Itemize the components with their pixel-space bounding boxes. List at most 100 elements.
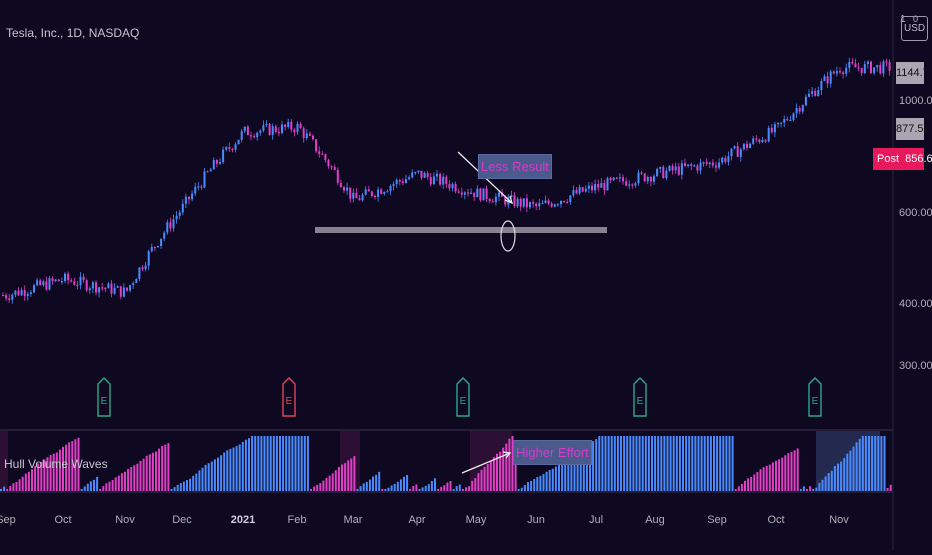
volume-bar: [496, 453, 498, 491]
volume-bar: [204, 464, 207, 491]
volume-bar: [471, 480, 474, 491]
volume-bar: [381, 489, 384, 491]
volume-bar: [623, 436, 626, 491]
volume-bar: [446, 482, 449, 491]
volume-bar: [458, 484, 461, 491]
volume-bar: [567, 457, 570, 491]
volume-bar: [294, 436, 297, 491]
x-tick: Oct: [54, 514, 72, 526]
volume-bar: [771, 462, 774, 491]
volume-bar: [55, 452, 58, 491]
volume-bar: [632, 436, 635, 491]
volume-bar: [223, 452, 226, 491]
volume-bar: [9, 485, 12, 491]
volume-bar: [325, 477, 328, 491]
volume-bar: [356, 489, 359, 491]
x-tick: Feb: [287, 514, 307, 526]
volume-bar: [306, 436, 309, 491]
volume-bar: [576, 451, 579, 491]
volume-bar: [111, 479, 114, 491]
volume-bar: [452, 489, 455, 491]
volume-bar: [179, 483, 182, 491]
volume-bar: [536, 477, 539, 491]
volume-bar: [167, 443, 170, 491]
volume-bar: [62, 446, 64, 491]
volume-bar: [790, 451, 793, 491]
volume-bar: [545, 471, 548, 491]
volume-bar: [58, 449, 61, 491]
volume-bar: [666, 436, 669, 491]
volume-bar: [548, 470, 551, 491]
x-tick: Dec: [172, 514, 192, 526]
volume-bar: [806, 489, 808, 491]
symbol-title: Tesla, Inc., 1D, NASDAQ: [6, 26, 140, 40]
volume-bar: [260, 436, 263, 491]
volume-bar: [601, 436, 604, 491]
volume-bar: [706, 436, 709, 491]
volume-bar: [685, 436, 688, 491]
volume-bar: [37, 463, 40, 491]
volume-bar: [613, 436, 616, 491]
volume-bar: [279, 436, 281, 491]
volume-bar: [3, 486, 6, 491]
volume-bar: [787, 453, 790, 491]
volume-bar: [124, 471, 126, 491]
volume-bar: [173, 487, 176, 491]
volume-bar: [399, 479, 402, 491]
volume-bar: [678, 436, 681, 491]
volume-bar: [830, 470, 833, 491]
volume-bar: [855, 442, 858, 491]
volume-bar: [80, 489, 83, 491]
volume-bar: [244, 439, 247, 491]
volume-bar: [778, 459, 781, 491]
volume-bar: [542, 474, 545, 491]
volume-bar: [421, 487, 424, 491]
volume-bar: [319, 483, 322, 491]
higher-effort-annotation[interactable]: Higher Effort: [513, 440, 592, 465]
volume-bar: [43, 459, 46, 491]
volume-bar: [229, 448, 232, 491]
volume-bar: [812, 489, 815, 491]
indicator-name: Hull Volume Waves: [4, 457, 108, 471]
price-scale-top-digit: 1: [900, 14, 906, 25]
volume-bar: [46, 457, 49, 491]
volume-bar: [818, 482, 821, 491]
volume-bar: [77, 437, 80, 491]
volume-bar: [415, 484, 418, 491]
volume-bar: [582, 448, 585, 491]
volume-bar: [15, 481, 18, 491]
volume-bar: [874, 436, 877, 491]
y-tick: 600.00: [899, 207, 932, 219]
volume-bar: [474, 478, 477, 491]
volume-bar: [734, 489, 737, 491]
earnings-marker-label: E: [286, 396, 293, 407]
volume-bar: [570, 455, 573, 491]
volume-bar: [133, 465, 136, 491]
volume-bar: [210, 461, 213, 491]
x-tick: Oct: [767, 514, 785, 526]
volume-bar: [461, 489, 464, 491]
volume-bar: [263, 436, 266, 491]
volume-bar: [592, 441, 595, 491]
volume-bar: [269, 436, 272, 491]
volume-bar: [660, 436, 663, 491]
candles-group: [2, 57, 891, 304]
volume-bar: [530, 480, 533, 491]
less-result-annotation[interactable]: Less Result: [478, 154, 552, 179]
earnings-marker-label: E: [637, 396, 644, 407]
earnings-marker-label: E: [460, 396, 467, 407]
volume-bar: [375, 474, 378, 491]
volume-bar: [192, 475, 195, 491]
x-tick: Nov: [115, 514, 135, 526]
volume-bar: [486, 464, 489, 491]
currency-button[interactable]: USD: [901, 16, 929, 41]
volume-bar: [626, 436, 629, 491]
volume-bar: [434, 478, 436, 491]
volume-bar: [713, 436, 715, 491]
earnings-marker: [633, 377, 647, 417]
volume-bar: [740, 483, 743, 491]
volume-bar: [595, 439, 598, 491]
volume-bar: [651, 436, 653, 491]
volume-bar: [372, 476, 374, 491]
close-price-label: 877.51: [896, 118, 930, 140]
